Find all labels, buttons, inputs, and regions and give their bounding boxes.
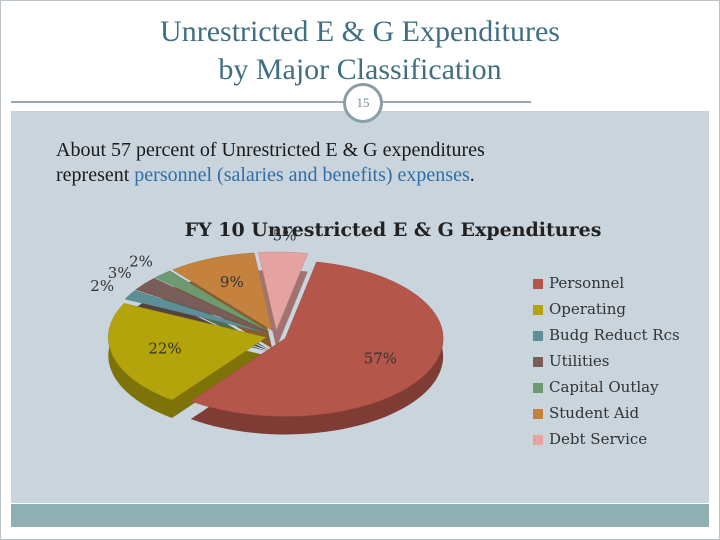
legend-label: Operating	[549, 300, 626, 318]
legend-label: Budg Reduct Rcs	[549, 326, 680, 344]
pie-slice	[108, 303, 267, 401]
body-text-segment: About 57 percent of Unrestricted E & G e…	[56, 139, 485, 161]
legend-swatch	[533, 383, 543, 393]
page-number: 15	[343, 83, 383, 123]
slide-title: by Major Classification	[218, 53, 502, 86]
data-label: 22%	[148, 340, 181, 358]
pie-slice	[190, 261, 444, 417]
legend-label: Student Aid	[549, 404, 640, 422]
pie-slice	[124, 290, 268, 334]
pie-slice	[258, 251, 309, 331]
body-text-segment: .	[469, 164, 475, 186]
legend-swatch	[533, 305, 543, 315]
pie-slice	[135, 277, 269, 333]
legend-label: Personnel	[549, 274, 624, 292]
footer-band	[11, 504, 709, 527]
title-rule	[11, 101, 531, 103]
legend-swatch	[533, 409, 543, 419]
data-label: 57%	[364, 349, 397, 367]
legend-swatch	[533, 279, 543, 289]
legend-swatch	[533, 331, 543, 341]
data-label: 2%	[90, 277, 114, 295]
body-text-highlight: personnel (salaries and benefits) expens…	[134, 164, 470, 186]
pie-slice	[154, 270, 270, 332]
data-label: 5%	[273, 226, 297, 244]
legend-label: Debt Service	[549, 430, 647, 448]
data-label: 9%	[220, 273, 244, 291]
legend-swatch	[533, 357, 543, 367]
legend-swatch	[533, 435, 543, 445]
pie-slice	[172, 252, 273, 331]
legend-label: Utilities	[549, 352, 609, 370]
slide-title: Unrestricted E & G Expenditures	[160, 15, 560, 48]
body-text: About 57 percent of Unrestricted E & G e…	[56, 138, 485, 188]
legend-label: Capital Outlay	[549, 378, 659, 396]
data-label: 3%	[108, 264, 132, 282]
chart-title: FY 10 Unrestricted E & G Expenditures	[185, 219, 602, 241]
body-text-segment: represent	[56, 164, 135, 186]
data-label: 2%	[129, 253, 153, 271]
